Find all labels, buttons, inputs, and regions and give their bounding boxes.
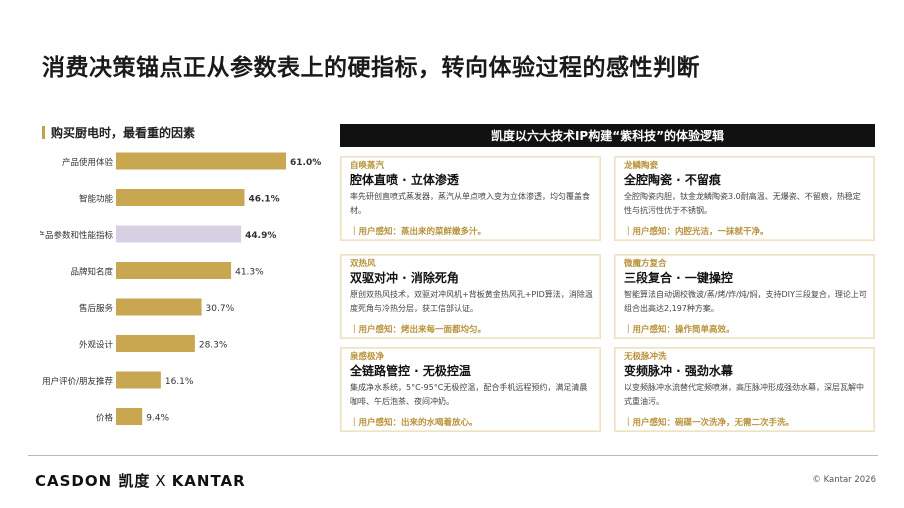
footer-divider [28,455,878,456]
category-label: 智能功能 [79,194,114,205]
value-label: 28.3% [199,341,228,351]
card-description: 以变频脉冲水流替代定频喷淋，高压脉冲形成强劲水幕，深层瓦解中式重油污。 [624,383,864,406]
value-label: 44.9% [245,231,276,241]
chart-heading: 购买厨电时，最看重的因素 [42,124,195,141]
bar [116,371,161,389]
factor-bar-chart: 产品使用体验 61.0% 智能功能 46.1% 产品参数和性能指标 44.9% 品牌知名度 4… [40,152,321,425]
card-title: 全链路管控 · 无极控温 [350,364,471,378]
card-tag: 微魔方复合 [624,259,667,269]
category-label: 品牌知名度 [70,267,113,278]
tech-card: 微魔方复合三段复合 · 一键操控智能算法自动调校微波/蒸/烤/炸/炖/焖，支持D… [614,254,875,339]
card-tag: 泉感极净 [350,352,385,362]
bar [116,225,242,243]
user-perception: ｜用户感知：出来的水喝着放心。 [350,418,478,428]
kantar-logo: KANTAR [171,472,246,490]
user-perception: ｜用户感知：蒸出来的菜鲜嫩多汁。 [350,227,487,237]
value-label: 30.7% [206,304,235,314]
value-label: 41.3% [235,268,264,278]
card-tag: 自唤蒸汽 [350,161,385,171]
card-title: 三段复合 · 一键操控 [624,271,733,285]
copyright-text: © Kantar 2026 [812,475,876,485]
heading-marker [42,126,45,139]
bar [116,408,143,425]
tech-card: 泉感极净全链路管控 · 无极控温集成净水系统，5°C-95°C无极控温，配合手机… [340,347,601,432]
user-perception: ｜用户感知：内腔光洁，一抹就干净。 [624,227,769,237]
category-label: 用户评价/朋友推荐 [42,376,113,387]
tech-card: 双热风双驱对冲 · 消除死角原创双热风技术，双驱对冲风机+背板黄金热风孔+PID… [340,254,601,339]
tech-card: 龙鳞陶瓷全腔陶瓷 · 不留痕全腔陶瓷内胆，钛金龙鳞陶瓷3.0耐高温、无爆瓷、不留… [614,156,875,241]
card-description: 集成净水系统，5°C-95°C无极控温，配合手机远程预约，满足清晨咖啡、午后泡茶… [350,383,588,406]
bar [116,152,286,170]
value-label: 61.0% [290,158,321,168]
bar [116,298,202,316]
card-description: 率先研创直喷式蒸发器，蒸汽从单点喷入变为立体渗透，均匀覆盖食材。 [350,192,590,215]
card-tag: 双热风 [350,259,376,269]
card-description: 全腔陶瓷内胆，钛金龙鳞陶瓷3.0耐高温、无爆瓷、不留痕，热稳定性与抗污性优于不锈… [624,192,861,215]
tech-banner: 凯度以六大技术IP构建“紫科技”的体验逻辑 [340,124,875,147]
tech-card: 自唤蒸汽腔体直喷 · 立体渗透率先研创直喷式蒸发器，蒸汽从单点喷入变为立体渗透，… [340,156,601,241]
category-label: 售后服务 [79,303,114,314]
user-perception: ｜用户感知：碗碟一次洗净，无需二次手洗。 [624,418,795,428]
tech-card: 无极脉冲洗变频脉冲 · 强劲水幕以变频脉冲水流替代定频喷淋，高压脉冲形成强劲水幕… [614,347,875,432]
page-title: 消费决策锚点正从参数表上的硬指标，转向体验过程的感性判断 [42,55,700,81]
category-label: 价格 [96,413,114,424]
user-perception: ｜用户感知：操作简单高效。 [624,325,735,335]
card-title: 腔体直喷 · 立体渗透 [350,173,459,187]
chart-heading-text: 购买厨电时，最看重的因素 [51,126,196,140]
category-label: 产品参数和性能指标 [40,230,113,241]
card-title: 全腔陶瓷 · 不留痕 [624,173,721,187]
value-label: 46.1% [248,195,279,205]
card-title: 双驱对冲 · 消除死角 [350,271,459,285]
bar [116,335,195,352]
card-tag: 无极脉冲洗 [624,352,667,362]
casdon-logo: CASDON 凯度 [35,472,151,490]
user-perception: ｜用户感知：烤出来每一面都均匀。 [350,325,487,335]
value-label: 9.4% [146,414,169,424]
card-description: 智能算法自动调校微波/蒸/烤/炸/炖/焖，支持DIY三段复合，理论上可组合出高达… [624,290,867,313]
category-label: 产品使用体验 [62,157,114,168]
bar [116,262,232,279]
card-title: 变频脉冲 · 强劲水幕 [624,364,733,378]
category-label: 外观设计 [79,340,114,351]
value-label: 16.1% [165,377,194,387]
card-description: 原创双热风技术，双驱对冲风机+背板黄金热风孔+PID算法，消除温度死角与冷热分层… [350,290,593,313]
bar [116,189,245,206]
logo-separator: X [155,472,167,490]
brand-logos: CASDON 凯度 X KANTAR [35,470,246,491]
card-tag: 龙鳞陶瓷 [624,161,659,171]
